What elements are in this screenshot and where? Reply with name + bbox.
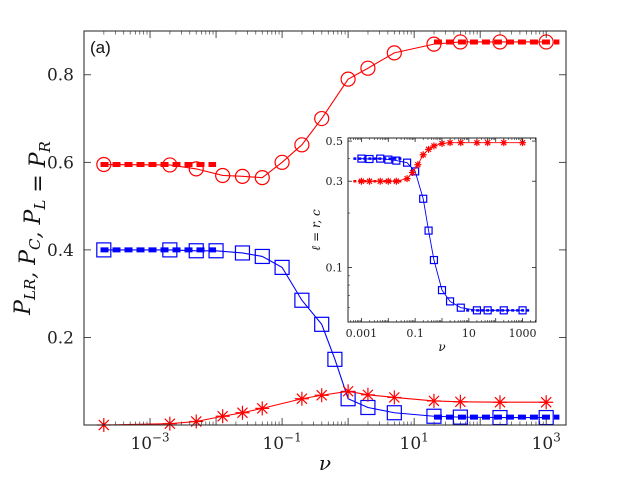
inset-point-1-17 — [519, 139, 527, 147]
inset-point-1-9 — [425, 145, 433, 153]
inset-ytick-label-1: 0.3 — [326, 175, 344, 188]
inset-xtick-label-1: 0.1 — [406, 327, 424, 340]
inset-point-1-0 — [357, 177, 365, 185]
main-point-0-1 — [162, 157, 178, 173]
main-point-0-5 — [254, 170, 270, 186]
inset-y-axis-label: ℓ = r, c — [309, 209, 323, 251]
inset-point-1-6 — [408, 169, 416, 177]
main-point-2-8 — [341, 384, 356, 399]
inset-point-1-14 — [473, 139, 481, 147]
main-point-1-3 — [208, 243, 224, 259]
main-ytick-label-0: 0.2 — [47, 328, 74, 348]
main-point-0-0 — [96, 156, 112, 173]
main-point-1-8 — [314, 316, 330, 332]
main-point-2-11 — [426, 393, 441, 408]
main-point-1-0 — [96, 242, 112, 258]
y-axis-label: PLR, PC, PL = PR — [11, 141, 54, 316]
main-xtick-label-2: 101 — [400, 430, 429, 454]
inset-point-0-10 — [437, 286, 447, 295]
inset-point-1-16 — [500, 139, 508, 147]
main-point-2-9 — [360, 387, 375, 402]
main-point-2-6 — [294, 391, 309, 406]
inset-point-0-11 — [445, 297, 455, 306]
main-point-0-13 — [452, 34, 468, 50]
inset-point-0-0 — [357, 154, 366, 163]
inset-point-1-13 — [457, 139, 465, 147]
main-point-0-3 — [215, 167, 231, 184]
inset-point-1-7 — [414, 161, 422, 169]
main-point-2-13 — [492, 395, 507, 410]
inset-point-1-12 — [446, 139, 454, 147]
main-point-2-3 — [215, 409, 230, 424]
inset-xtick-label-3: 1000 — [509, 327, 537, 340]
main-point-0-7 — [294, 137, 310, 153]
inset-point-1-11 — [438, 139, 446, 147]
main-point-1-9 — [327, 351, 343, 367]
main-point-1-1 — [162, 242, 178, 258]
inset-point-0-5 — [402, 158, 412, 167]
inset-point-0-16 — [518, 306, 527, 315]
main-point-0-6 — [274, 154, 290, 170]
inset-point-1-3 — [384, 177, 392, 185]
main-xtick-label-1: 10−1 — [262, 430, 301, 454]
inset-xtick-label-2: 10 — [462, 327, 476, 340]
main-xtick-label-3: 103 — [532, 430, 561, 454]
inset-point-0-15 — [499, 306, 508, 315]
inset-point-0-3 — [384, 155, 393, 164]
inset-point-0-9 — [429, 255, 439, 265]
inset-ytick-label-2: 0.5 — [326, 135, 344, 148]
inset-point-1-8 — [419, 151, 427, 159]
inset-point-0-13 — [472, 306, 482, 315]
main-point-2-2 — [189, 414, 204, 429]
main-point-0-11 — [386, 45, 402, 61]
main-point-2-10 — [387, 390, 402, 405]
inset-chart: 0.1 0.3 0.5 0.001 0.1 10 1000 ν ℓ = r, c — [309, 135, 537, 354]
inset-xtick-label-0: 0.001 — [346, 327, 378, 340]
inset-point-0-2 — [376, 154, 385, 163]
inset-plot-area — [348, 138, 536, 322]
main-point-1-5 — [254, 248, 270, 265]
x-axis-label: ν — [319, 451, 331, 475]
main-point-0-12 — [426, 36, 442, 52]
panel-label: (a) — [90, 38, 111, 57]
main-point-1-12 — [386, 405, 402, 421]
main-point-1-6 — [274, 259, 290, 275]
main-point-2-5 — [255, 401, 270, 416]
main-point-0-8 — [314, 110, 330, 127]
inset-point-0-4 — [392, 156, 401, 165]
inset-point-1-15 — [484, 139, 492, 147]
inset-point-1-4 — [392, 177, 400, 185]
main-ytick-label-3: 0.8 — [47, 66, 74, 86]
main-ytick-label-2: 0.6 — [47, 153, 74, 173]
inset-point-1-5 — [403, 175, 411, 183]
main-ytick-label-1: 0.4 — [47, 241, 74, 261]
main-point-0-4 — [234, 168, 251, 184]
inset-ytick-label-0: 0.1 — [326, 261, 344, 274]
inset-x-axis-label: ν — [438, 340, 445, 354]
main-point-2-4 — [235, 405, 250, 420]
inset-point-0-7 — [419, 194, 428, 203]
inset-point-0-12 — [456, 303, 465, 312]
main-point-1-7 — [294, 292, 310, 308]
main-axes-frame — [83, 30, 567, 426]
inset-point-1-10 — [430, 142, 438, 150]
main-point-0-2 — [188, 161, 204, 177]
main-point-1-2 — [188, 243, 204, 259]
main-point-2-14 — [539, 395, 554, 410]
main-point-0-9 — [340, 71, 356, 87]
inset-point-0-8 — [424, 226, 433, 235]
inset-point-0-14 — [483, 306, 492, 315]
main-point-1-4 — [234, 245, 251, 261]
main-point-0-10 — [360, 60, 376, 76]
inset-point-1-1 — [365, 177, 373, 185]
main-point-2-7 — [314, 388, 329, 403]
main-xtick-label-0: 10−3 — [130, 430, 169, 454]
main-point-2-12 — [453, 394, 468, 409]
inset-point-1-2 — [376, 177, 384, 185]
main-point-0-14 — [492, 34, 508, 50]
inset-point-0-1 — [365, 154, 374, 164]
